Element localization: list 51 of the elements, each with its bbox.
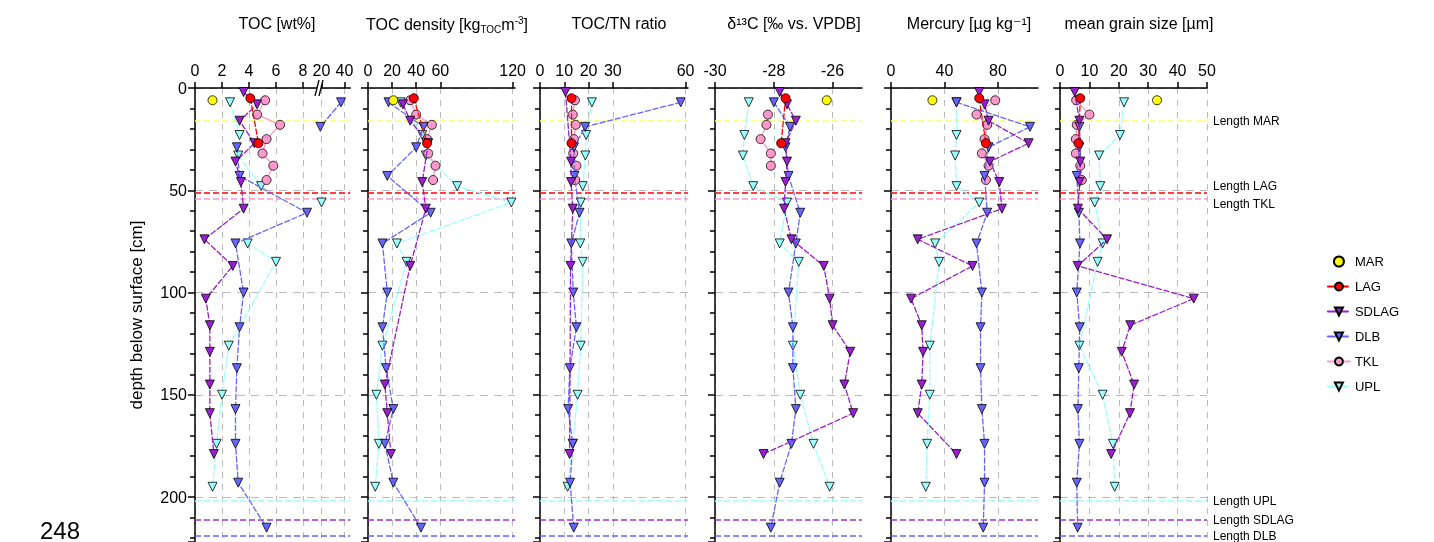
x-tick-label: 0 xyxy=(363,61,373,79)
chart-title: mean grain size [µm] xyxy=(1064,14,1214,32)
x-tick-label: 60 xyxy=(431,61,450,79)
x-tick-label: 4 xyxy=(244,61,254,79)
x-tick-label: 0 xyxy=(886,61,896,79)
legend-label: SDLAG xyxy=(1354,304,1400,319)
x-tick-label: -30 xyxy=(703,61,727,79)
x-tick-label: 2 xyxy=(217,61,227,79)
ref-line-label: Length SDLAG xyxy=(1213,512,1294,527)
x-tick-label: 50 xyxy=(1198,61,1216,79)
y-tick-label: 200 xyxy=(160,488,188,506)
chart-title: TOC/TN ratio xyxy=(571,14,667,32)
ref-line-label: Length UPL xyxy=(1213,494,1277,509)
x-tick-label: 0 xyxy=(1055,61,1065,79)
chart-title: TOC [wt%] xyxy=(238,14,316,32)
x-tick-label: -26 xyxy=(821,61,845,79)
text: 248 xyxy=(40,516,81,542)
x-tick-label: 20 xyxy=(383,61,402,79)
x-tick-label: 0 xyxy=(535,61,545,79)
x-tick-label: 20 xyxy=(579,61,598,79)
x-tick-label: 10 xyxy=(555,61,574,79)
x-tick-label: 30 xyxy=(1139,61,1158,79)
y-tick-label: 0 xyxy=(178,79,188,97)
y-tick-label: 100 xyxy=(160,284,188,301)
x-tick-label: 60 xyxy=(676,61,695,79)
chart-title: δ¹³C [‰ vs. VPDB] xyxy=(727,14,861,32)
x-tick-label: 40 xyxy=(1168,61,1187,79)
ref-line-label: Length DLB xyxy=(1213,528,1277,542)
x-tick-label: 0 xyxy=(190,61,200,79)
x-tick-label: -28 xyxy=(762,61,786,79)
x-tick-label: 40 xyxy=(935,61,954,79)
ref-line-label: Length MAR xyxy=(1213,113,1281,128)
x-tick-label: 30 xyxy=(603,61,622,79)
legend-label: MAR xyxy=(1354,254,1384,269)
y-tick-label: 50 xyxy=(169,181,188,199)
legend-label: LAG xyxy=(1354,279,1381,294)
y-tick-label: 150 xyxy=(160,386,188,404)
x-tick-label: 6 xyxy=(271,61,281,79)
legend-label: UPL xyxy=(1354,379,1381,394)
chart-title: Mercury [µg kg⁻¹] xyxy=(906,14,1032,32)
x-tick-label: 10 xyxy=(1080,61,1099,79)
x-tick-label: 120 xyxy=(499,61,527,79)
x-tick-label: 40 xyxy=(407,61,426,79)
x-tick-label: 8 xyxy=(298,61,308,79)
ref-line-label: Length LAG xyxy=(1213,179,1278,194)
x-tick-label: 20 xyxy=(1109,61,1128,79)
x-tick-label: 80 xyxy=(989,61,1007,79)
y-axis-title: depth below surface [cm] xyxy=(127,220,146,410)
legend-label: TKL xyxy=(1354,354,1379,369)
ref-line-label: Length TKL xyxy=(1213,197,1276,212)
legend-label: DLB xyxy=(1354,329,1381,344)
